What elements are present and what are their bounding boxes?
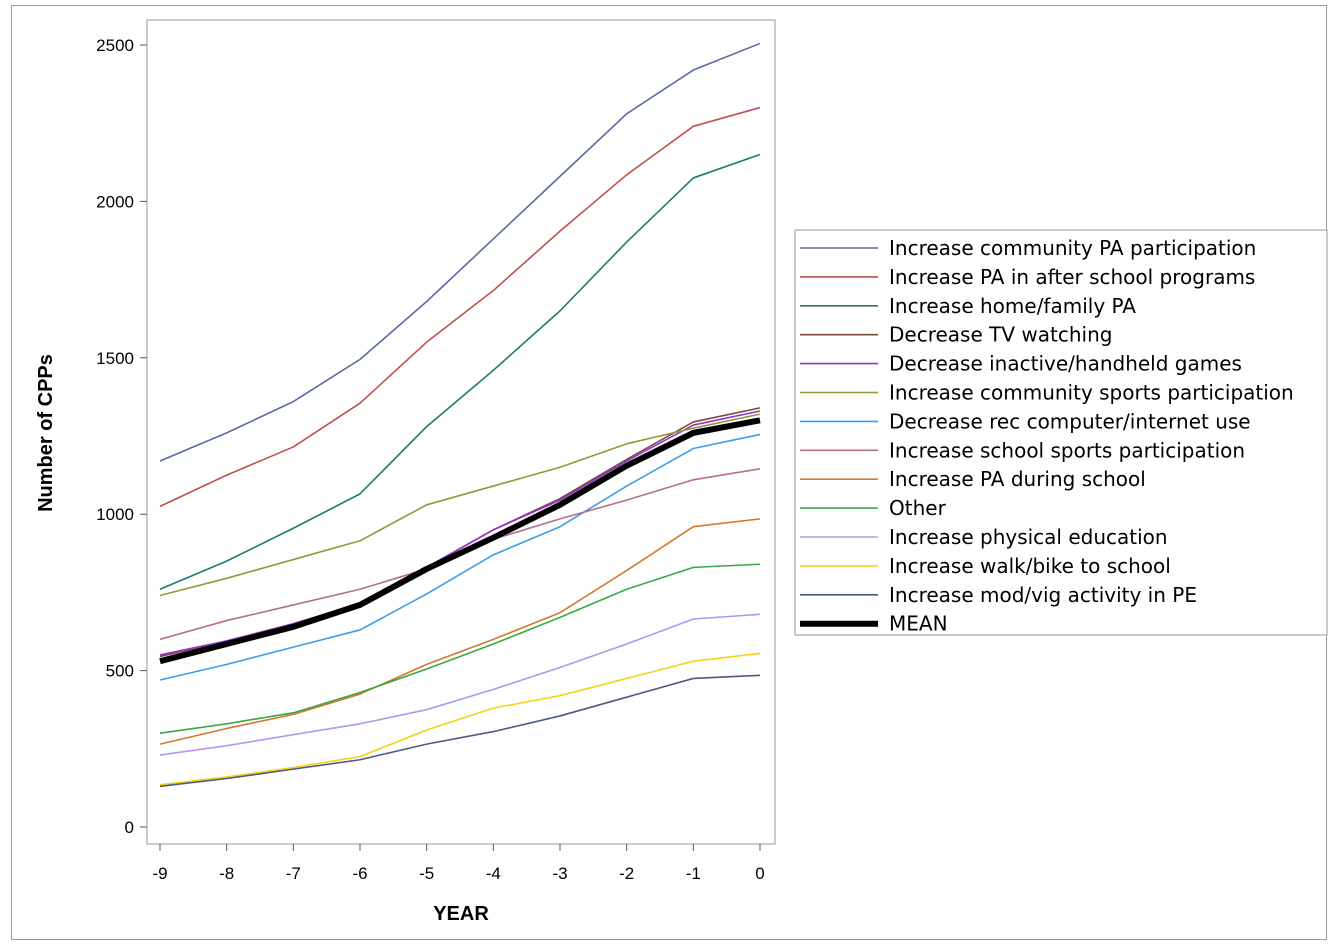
series-lines: [159, 42, 761, 788]
legend-label: Decrease inactive/handheld games: [889, 352, 1242, 376]
series-line-1: [159, 42, 761, 462]
legend-label: Increase community sports participation: [889, 381, 1294, 405]
series-line-6: [159, 413, 761, 597]
series-line-5: [159, 410, 761, 656]
legend-label: Increase home/family PA: [889, 294, 1136, 318]
legend-label: Increase PA during school: [889, 467, 1146, 491]
series-line-7: [159, 433, 761, 681]
legend-label: Decrease TV watching: [889, 323, 1112, 347]
x-axis-title: YEAR: [433, 903, 489, 925]
y-tick-label: 0: [125, 818, 134, 837]
series-line-11: [159, 613, 761, 756]
x-tick-label: -9: [152, 864, 167, 883]
legend-label: Increase physical education: [889, 525, 1168, 549]
y-tick-label: 1000: [96, 505, 134, 524]
y-tick-label: 2000: [96, 192, 134, 211]
legend-label: Increase walk/bike to school: [889, 554, 1171, 578]
series-line-3: [159, 153, 761, 591]
legend-label: Increase community PA participation: [889, 236, 1256, 260]
series-line-12: [159, 652, 761, 786]
legend: Increase community PA participation Incre…: [794, 229, 1328, 636]
series-line-9: [159, 518, 761, 745]
legend-label: Increase school sports participation: [889, 438, 1245, 462]
legend-box: [794, 229, 1328, 636]
series-line-2: [159, 106, 761, 508]
x-tick-label: 0: [755, 864, 764, 883]
legend-label: Increase PA in after school programs: [889, 265, 1255, 289]
legend-label: Increase mod/vig activity in PE: [889, 583, 1197, 607]
x-tick-label: -1: [686, 864, 701, 883]
x-axis: -9 -8 -7 -6 -5 -4 -3 -2 -1 0: [152, 844, 765, 883]
x-tick-label: -6: [352, 864, 367, 883]
x-tick-label: -8: [219, 864, 234, 883]
legend-label: Decrease rec computer/internet use: [889, 409, 1251, 433]
y-tick-label: 2500: [96, 36, 134, 55]
y-axis-title: Number of CPPs: [35, 354, 57, 512]
legend-label: MEAN: [889, 612, 948, 636]
y-tick-label: 1500: [96, 349, 134, 368]
y-tick-label: 500: [106, 662, 134, 681]
x-tick-label: -2: [619, 864, 634, 883]
x-tick-label: -7: [286, 864, 301, 883]
x-tick-label: -5: [419, 864, 434, 883]
x-tick-label: -3: [552, 864, 567, 883]
x-tick-label: -4: [486, 864, 501, 883]
series-line-14: [159, 417, 761, 665]
series-line-10: [159, 563, 761, 734]
series-line-13: [159, 674, 761, 788]
y-axis: 0 500 1000 1500 2000 2500: [96, 36, 147, 837]
legend-label: Other: [889, 496, 947, 520]
plot-area: [146, 19, 776, 845]
